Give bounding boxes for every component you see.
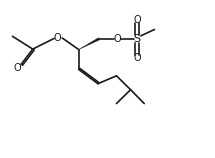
Text: O: O: [113, 34, 121, 44]
Text: O: O: [133, 53, 141, 63]
Polygon shape: [79, 38, 100, 49]
Text: O: O: [133, 15, 141, 25]
Text: O: O: [54, 33, 61, 43]
Text: S: S: [134, 34, 141, 44]
Text: O: O: [14, 63, 22, 73]
